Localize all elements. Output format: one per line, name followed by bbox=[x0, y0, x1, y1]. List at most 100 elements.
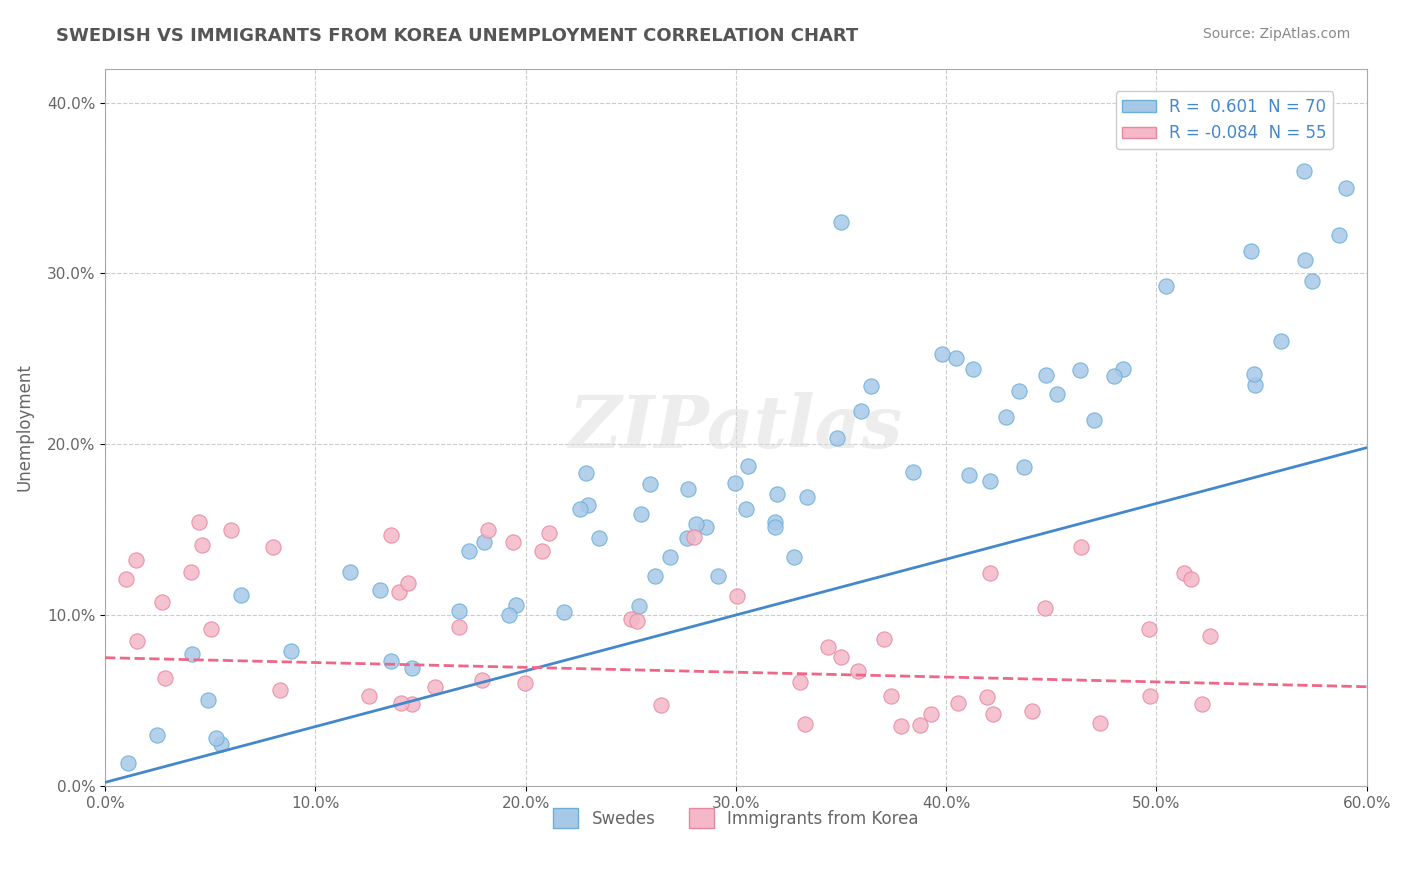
Point bbox=[1270, 334, 1292, 348]
Point bbox=[1112, 362, 1135, 376]
Point bbox=[630, 507, 652, 521]
Point bbox=[1292, 164, 1315, 178]
Point bbox=[423, 680, 446, 694]
Point bbox=[1012, 460, 1035, 475]
Point bbox=[1035, 368, 1057, 383]
Point bbox=[789, 675, 811, 690]
Point bbox=[537, 525, 560, 540]
Point bbox=[676, 482, 699, 496]
Point bbox=[638, 476, 661, 491]
Point bbox=[1083, 412, 1105, 426]
Point bbox=[901, 466, 924, 480]
Point bbox=[505, 598, 527, 612]
Point bbox=[979, 474, 1001, 488]
Point bbox=[1243, 378, 1265, 392]
Point bbox=[817, 640, 839, 654]
Point bbox=[553, 606, 575, 620]
Point bbox=[830, 215, 852, 229]
Point bbox=[976, 690, 998, 705]
Point bbox=[396, 575, 419, 590]
Point bbox=[515, 676, 537, 690]
Point bbox=[1329, 227, 1351, 242]
Point bbox=[1069, 363, 1091, 377]
Point bbox=[765, 516, 787, 530]
Point bbox=[763, 520, 786, 534]
Point bbox=[187, 515, 209, 529]
Point bbox=[146, 728, 169, 742]
Point bbox=[981, 707, 1004, 722]
Point bbox=[1021, 704, 1043, 718]
Point bbox=[908, 718, 931, 732]
Point bbox=[1139, 689, 1161, 703]
Point bbox=[389, 696, 412, 710]
Point bbox=[825, 431, 848, 445]
Point bbox=[724, 476, 747, 491]
Point bbox=[502, 535, 524, 549]
Point bbox=[197, 693, 219, 707]
Point bbox=[1088, 715, 1111, 730]
Point bbox=[783, 549, 806, 564]
Point bbox=[962, 362, 984, 376]
Point bbox=[1294, 252, 1316, 267]
Point bbox=[946, 696, 969, 710]
Point bbox=[280, 644, 302, 658]
Point bbox=[117, 756, 139, 771]
Point bbox=[1334, 181, 1357, 195]
Point bbox=[626, 614, 648, 628]
Point bbox=[576, 499, 599, 513]
Point bbox=[180, 565, 202, 579]
Text: Source: ZipAtlas.com: Source: ZipAtlas.com bbox=[1202, 27, 1350, 41]
Point bbox=[650, 698, 672, 712]
Point bbox=[1240, 244, 1263, 258]
Point bbox=[1046, 386, 1069, 401]
Point bbox=[1104, 368, 1126, 383]
Point bbox=[1191, 697, 1213, 711]
Point bbox=[1154, 278, 1177, 293]
Point bbox=[209, 737, 232, 751]
Point bbox=[530, 543, 553, 558]
Point bbox=[682, 530, 704, 544]
Point bbox=[269, 682, 291, 697]
Point bbox=[498, 607, 520, 622]
Point bbox=[695, 520, 717, 534]
Point bbox=[793, 717, 815, 731]
Point bbox=[620, 612, 643, 626]
Point bbox=[125, 634, 148, 648]
Point bbox=[588, 531, 610, 545]
Point bbox=[1187, 129, 1209, 144]
Y-axis label: Unemployment: Unemployment bbox=[15, 363, 32, 491]
Point bbox=[627, 599, 650, 613]
Point bbox=[860, 379, 883, 393]
Point bbox=[357, 690, 380, 704]
Point bbox=[401, 697, 423, 711]
Point bbox=[830, 650, 852, 665]
Point bbox=[735, 501, 758, 516]
Point bbox=[447, 620, 470, 634]
Point bbox=[846, 664, 869, 678]
Point bbox=[765, 487, 787, 501]
Point bbox=[115, 572, 138, 586]
Point bbox=[644, 569, 666, 583]
Point bbox=[125, 553, 148, 567]
Point bbox=[1180, 572, 1202, 586]
Text: ZIPatlas: ZIPatlas bbox=[569, 392, 903, 463]
Point bbox=[457, 544, 479, 558]
Point bbox=[873, 632, 896, 647]
Point bbox=[380, 528, 402, 542]
Point bbox=[153, 671, 176, 685]
Point bbox=[575, 466, 598, 480]
Legend: Swedes, Immigrants from Korea: Swedes, Immigrants from Korea bbox=[547, 801, 925, 835]
Point bbox=[368, 582, 391, 597]
Point bbox=[1137, 622, 1160, 636]
Point bbox=[945, 351, 967, 365]
Text: SWEDISH VS IMMIGRANTS FROM KOREA UNEMPLOYMENT CORRELATION CHART: SWEDISH VS IMMIGRANTS FROM KOREA UNEMPLO… bbox=[56, 27, 859, 45]
Point bbox=[229, 588, 252, 602]
Point bbox=[995, 409, 1018, 424]
Point bbox=[401, 661, 423, 675]
Point bbox=[339, 565, 361, 579]
Point bbox=[890, 718, 912, 732]
Point bbox=[737, 459, 759, 474]
Point bbox=[659, 549, 682, 564]
Point bbox=[150, 594, 173, 608]
Point bbox=[191, 538, 214, 552]
